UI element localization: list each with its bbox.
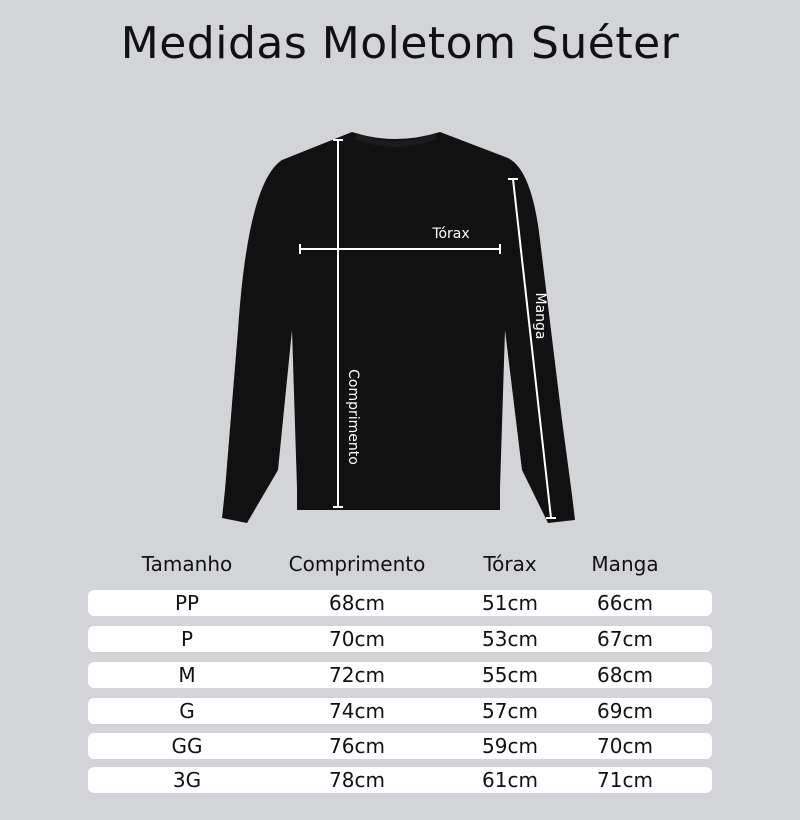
page-title: Medidas Moletom Suéter bbox=[120, 18, 680, 69]
cell-sleeve: 67cm bbox=[597, 627, 653, 651]
cell-size: PP bbox=[174, 591, 200, 615]
cell-length: 78cm bbox=[329, 768, 385, 792]
sleeve-measure-line bbox=[512, 178, 552, 519]
header-sleeve: Manga bbox=[591, 552, 659, 576]
header-chest: Tórax bbox=[483, 552, 537, 576]
chest-label: Tórax bbox=[431, 226, 469, 242]
cell-chest: 57cm bbox=[482, 699, 538, 723]
cell-chest: 51cm bbox=[482, 591, 538, 615]
table-row: PP 68cm 51cm 66cm bbox=[88, 590, 712, 616]
cell-length: 74cm bbox=[329, 699, 385, 723]
cell-length: 72cm bbox=[329, 663, 385, 687]
cell-chest: 61cm bbox=[482, 768, 538, 792]
sleeve-label: Manga bbox=[532, 293, 548, 340]
cell-size: P bbox=[180, 627, 194, 651]
cell-chest: 53cm bbox=[482, 627, 538, 651]
sweater-diagram: Tórax Manga Comprimento bbox=[222, 132, 575, 523]
cell-sleeve: 66cm bbox=[597, 591, 653, 615]
cell-length: 68cm bbox=[329, 591, 385, 615]
sweater-image bbox=[222, 132, 575, 523]
cell-sleeve: 68cm bbox=[597, 663, 653, 687]
header-length: Comprimento bbox=[288, 552, 426, 576]
header-size: Tamanho bbox=[141, 552, 233, 576]
cell-chest: 59cm bbox=[482, 734, 538, 758]
cell-size: GG bbox=[171, 734, 203, 758]
sweater-collar bbox=[354, 133, 438, 147]
table-row: P 70cm 53cm 67cm bbox=[88, 626, 712, 652]
length-label: Comprimento bbox=[345, 369, 361, 465]
table-row: G 74cm 57cm 69cm bbox=[88, 698, 712, 724]
cell-length: 70cm bbox=[329, 627, 385, 651]
cell-size: M bbox=[178, 663, 196, 687]
cell-chest: 55cm bbox=[482, 663, 538, 687]
table-row: M 72cm 55cm 68cm bbox=[88, 662, 712, 688]
cell-sleeve: 69cm bbox=[597, 699, 653, 723]
cell-sleeve: 70cm bbox=[597, 734, 653, 758]
table-row: 3G 78cm 61cm 71cm bbox=[88, 767, 712, 793]
cell-sleeve: 71cm bbox=[597, 768, 653, 792]
cell-size: G bbox=[179, 699, 195, 723]
table-row: GG 76cm 59cm 70cm bbox=[88, 733, 712, 759]
cell-size: 3G bbox=[172, 768, 202, 792]
cell-length: 76cm bbox=[329, 734, 385, 758]
